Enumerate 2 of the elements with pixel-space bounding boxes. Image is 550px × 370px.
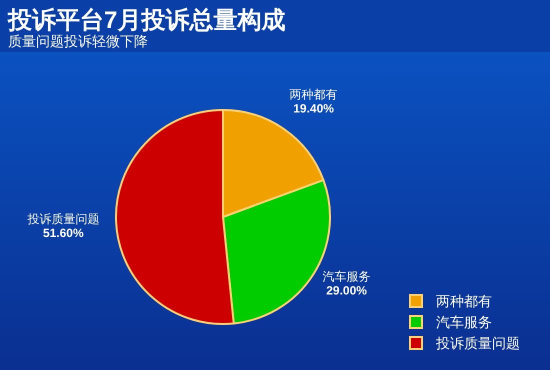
title: 投诉平台7月投诉总量构成 [8, 7, 286, 34]
subtitle: 质量问题投诉轻微下降 [8, 33, 148, 49]
